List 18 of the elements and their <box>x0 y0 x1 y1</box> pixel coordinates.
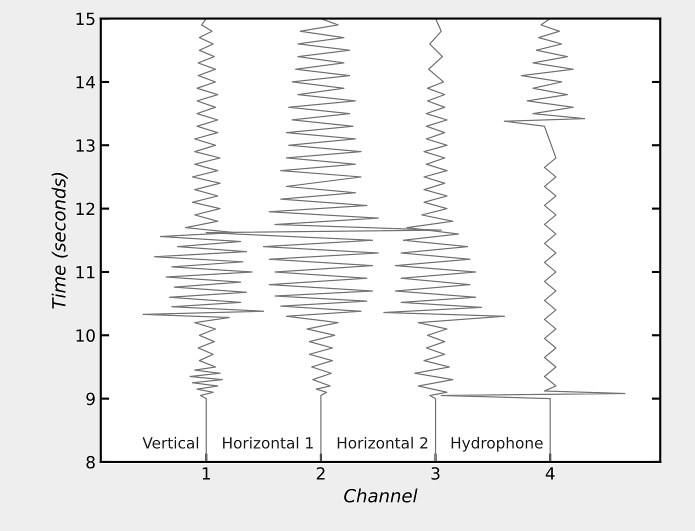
y-tick-label: 13 <box>76 139 95 152</box>
y-tick-label: 9 <box>86 392 95 406</box>
series-label: Hydrophone <box>452 436 543 452</box>
x-tick-label: 4 <box>546 467 555 480</box>
x-axis-title: Channel <box>344 488 418 502</box>
x-tick-label: 2 <box>316 467 325 480</box>
y-tick-label: 12 <box>76 202 94 215</box>
series-label: Horizontal 2 <box>338 436 428 449</box>
x-tick-label: 3 <box>432 467 440 480</box>
y-tick-label: 10 <box>76 329 95 342</box>
series-label: Vertical <box>142 436 198 449</box>
y-axis-title: Time (seconds) <box>52 172 68 309</box>
y-tick-label: 14 <box>76 76 95 88</box>
y-tick-label: 15 <box>76 12 94 26</box>
x-tick-label: 1 <box>202 467 210 480</box>
series-label: Horizontal 1 <box>223 436 313 449</box>
y-tick-label: 8 <box>86 456 95 469</box>
y-tick-label: 11 <box>76 266 94 278</box>
